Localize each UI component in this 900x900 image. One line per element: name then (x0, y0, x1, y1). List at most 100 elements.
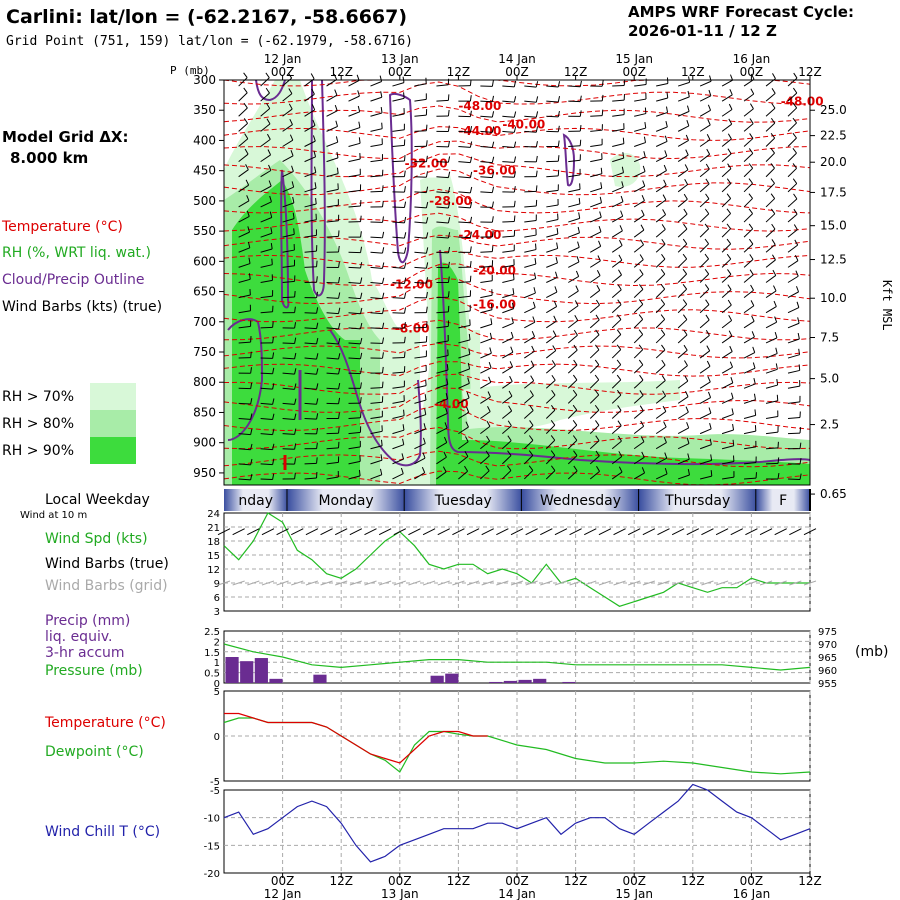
wind-barb (567, 420, 578, 434)
true-wind-barb (349, 528, 363, 536)
wind-barb-flag (663, 164, 667, 171)
date-label: 16 Jan (733, 52, 771, 66)
wind-barb (567, 389, 578, 404)
wind-barb-flag (706, 134, 711, 140)
panel-tick-label: -15 (204, 841, 220, 852)
wind-barb-flag (338, 412, 340, 419)
wind-barb (458, 216, 473, 224)
wind-barb-staff (524, 307, 536, 314)
wind-barb-flag (250, 398, 253, 405)
wind-barb-staff (743, 167, 754, 178)
grid-wind-barb (642, 580, 656, 586)
wind-barb-flag (403, 336, 406, 343)
wind-barb-flag (469, 171, 473, 178)
wind-barb (677, 238, 688, 253)
wind-barb-staff (436, 191, 449, 194)
wind-barb-flag (641, 209, 645, 216)
wind-barb-flag (268, 164, 272, 171)
wind-barb (524, 214, 537, 223)
wind-barb (238, 367, 253, 374)
wind-barb-flag (272, 321, 274, 328)
wind-barb (699, 284, 710, 298)
wind-barb (568, 226, 580, 238)
wind-barb-staff (677, 396, 689, 404)
wind-barb-staff (458, 412, 470, 419)
wind-barb (743, 133, 754, 147)
grid-wind-barb (305, 580, 319, 586)
wind-barb (282, 72, 293, 87)
wind-barb-staff (721, 79, 733, 87)
wind-barb (611, 374, 622, 389)
temperature-contour-label: -48.00 (458, 99, 501, 113)
wind-barb-flag (269, 195, 272, 202)
wind-barb (677, 375, 689, 389)
panel-tick-label: 5 (214, 687, 220, 698)
wind-barb-flag (338, 245, 340, 253)
wind-barb (370, 277, 385, 285)
wind-barb (370, 91, 383, 102)
wind-barb-flag (792, 117, 797, 124)
wind-barb-flag (595, 299, 600, 306)
wind-barb (260, 443, 275, 451)
wind-barb-flag (336, 151, 339, 158)
wind-barb (304, 276, 318, 283)
wind-barb-staff (523, 455, 534, 465)
wind-barb (436, 407, 448, 419)
wind-barb (655, 314, 666, 329)
wind-barb-flag (752, 362, 756, 369)
wind-barb-staff (699, 381, 711, 389)
wind-barb (326, 441, 340, 450)
pressure-axis: 3003504004505005506006507007508008509009… (193, 73, 224, 480)
wind-barb-staff (699, 95, 712, 102)
time-tick-label: 12Z (681, 874, 705, 888)
pressure-tick-label: 500 (193, 194, 216, 208)
wind-barb-staff (699, 198, 710, 208)
wind-barb-staff (480, 115, 493, 118)
wind-barb-staff (677, 81, 690, 87)
wind-barb (568, 80, 582, 88)
wind-barb-flag (250, 351, 252, 358)
wind-barb (787, 364, 801, 374)
wind-barb-flag (265, 72, 270, 79)
wind-barb-flag (684, 179, 689, 185)
wind-barb-flag (360, 367, 363, 374)
wind-barb-staff (589, 455, 600, 465)
wind-barb-flag (488, 376, 492, 383)
wind-barb-staff (502, 308, 514, 314)
wind-barb-staff (326, 327, 339, 330)
wind-barb-flag (730, 392, 734, 399)
wind-barb (787, 332, 800, 344)
wind-barb (699, 454, 713, 465)
wind-barb (326, 412, 340, 420)
wind-barb-flag (749, 133, 754, 139)
wind-barb (699, 329, 710, 344)
temperature-contour (223, 373, 811, 395)
wind-barb (721, 299, 732, 314)
wind-barb-staff (743, 138, 754, 147)
wind-barb-staff (787, 167, 797, 178)
wind-barb-flag (798, 348, 801, 355)
wind-barb (458, 421, 469, 435)
wind-barb-flag (794, 239, 799, 246)
wind-barb (260, 242, 273, 253)
wind-barb (260, 413, 275, 421)
wind-barb-flag (425, 171, 429, 178)
wind-barb-flag (338, 382, 341, 390)
wind-barb (743, 254, 754, 268)
wind-barb-flag (618, 451, 623, 457)
temperature-contour (223, 188, 811, 214)
wind-barb-staff (480, 396, 491, 404)
height-tick-label: 22.5 (820, 129, 847, 143)
wind-barb (502, 331, 514, 344)
wind-barb-flag (792, 102, 798, 109)
wind-barb-flag (572, 389, 578, 396)
wind-barb (238, 320, 252, 329)
wind-barb (348, 397, 362, 404)
true-wind-barb (247, 528, 260, 536)
wind-barb (480, 186, 495, 194)
wind-barb-flag (726, 193, 732, 199)
wind-barb (238, 226, 251, 238)
wind-barb (326, 353, 341, 360)
wind-barb-staff (567, 305, 579, 314)
wind-barb-staff (524, 336, 535, 344)
